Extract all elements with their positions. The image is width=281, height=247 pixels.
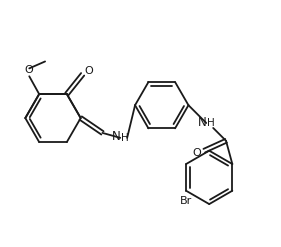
Text: Br: Br <box>180 196 192 206</box>
Text: O: O <box>192 148 201 158</box>
Text: H: H <box>207 118 215 128</box>
Text: N: N <box>112 130 120 143</box>
Text: N: N <box>198 116 206 128</box>
Text: O: O <box>85 66 93 76</box>
Text: H: H <box>121 133 129 143</box>
Text: O: O <box>24 65 33 75</box>
